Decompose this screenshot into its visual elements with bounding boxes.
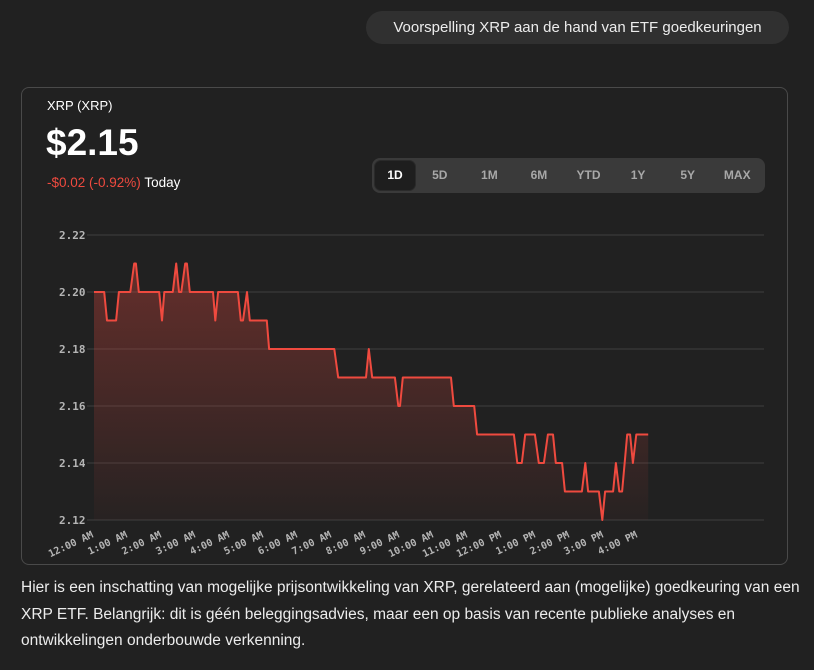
range-tab-1y[interactable]: 1Y (630, 168, 646, 182)
price-area (94, 263, 649, 520)
range-tab-5d[interactable]: 5D (432, 168, 448, 182)
range-tab-ytd[interactable]: YTD (576, 168, 601, 182)
user-message-bubble: Voorspelling XRP aan de hand van ETF goe… (366, 11, 789, 44)
range-tab-1m[interactable]: 1M (481, 168, 498, 182)
x-tick-label: 12:00 AM (47, 530, 95, 560)
y-tick-label: 2.18 (59, 343, 86, 356)
price-change: -$0.02 (-0.92%) Today (47, 175, 180, 190)
range-selector: 1D 5D 1M 6M YTD 1Y 5Y MAX (372, 158, 765, 193)
stock-widget: XRP (XRP) $2.15 -$0.02 (-0.92%) Today 1D… (21, 87, 788, 565)
y-tick-label: 2.22 (59, 229, 86, 242)
asset-price: $2.15 (46, 122, 139, 163)
range-tab-max[interactable]: MAX (723, 168, 751, 182)
price-change-period: Today (144, 175, 181, 190)
price-line (94, 262, 649, 521)
asset-name: XRP (XRP) (47, 98, 113, 113)
range-tab-1d[interactable]: 1D (375, 161, 415, 190)
y-tick-label: 2.14 (59, 457, 86, 470)
x-tick-label: 4:00 PM (596, 530, 639, 558)
y-tick-label: 2.20 (59, 286, 86, 299)
y-tick-label: 2.16 (59, 400, 86, 413)
range-tab-6m[interactable]: 6M (530, 168, 548, 182)
range-tab-5y[interactable]: 5Y (680, 168, 696, 182)
y-tick-label: 2.12 (59, 514, 86, 527)
price-change-value: -$0.02 (-0.92%) (47, 175, 141, 190)
response-text: Hier is een inschatting van mogelijke pr… (21, 579, 800, 649)
